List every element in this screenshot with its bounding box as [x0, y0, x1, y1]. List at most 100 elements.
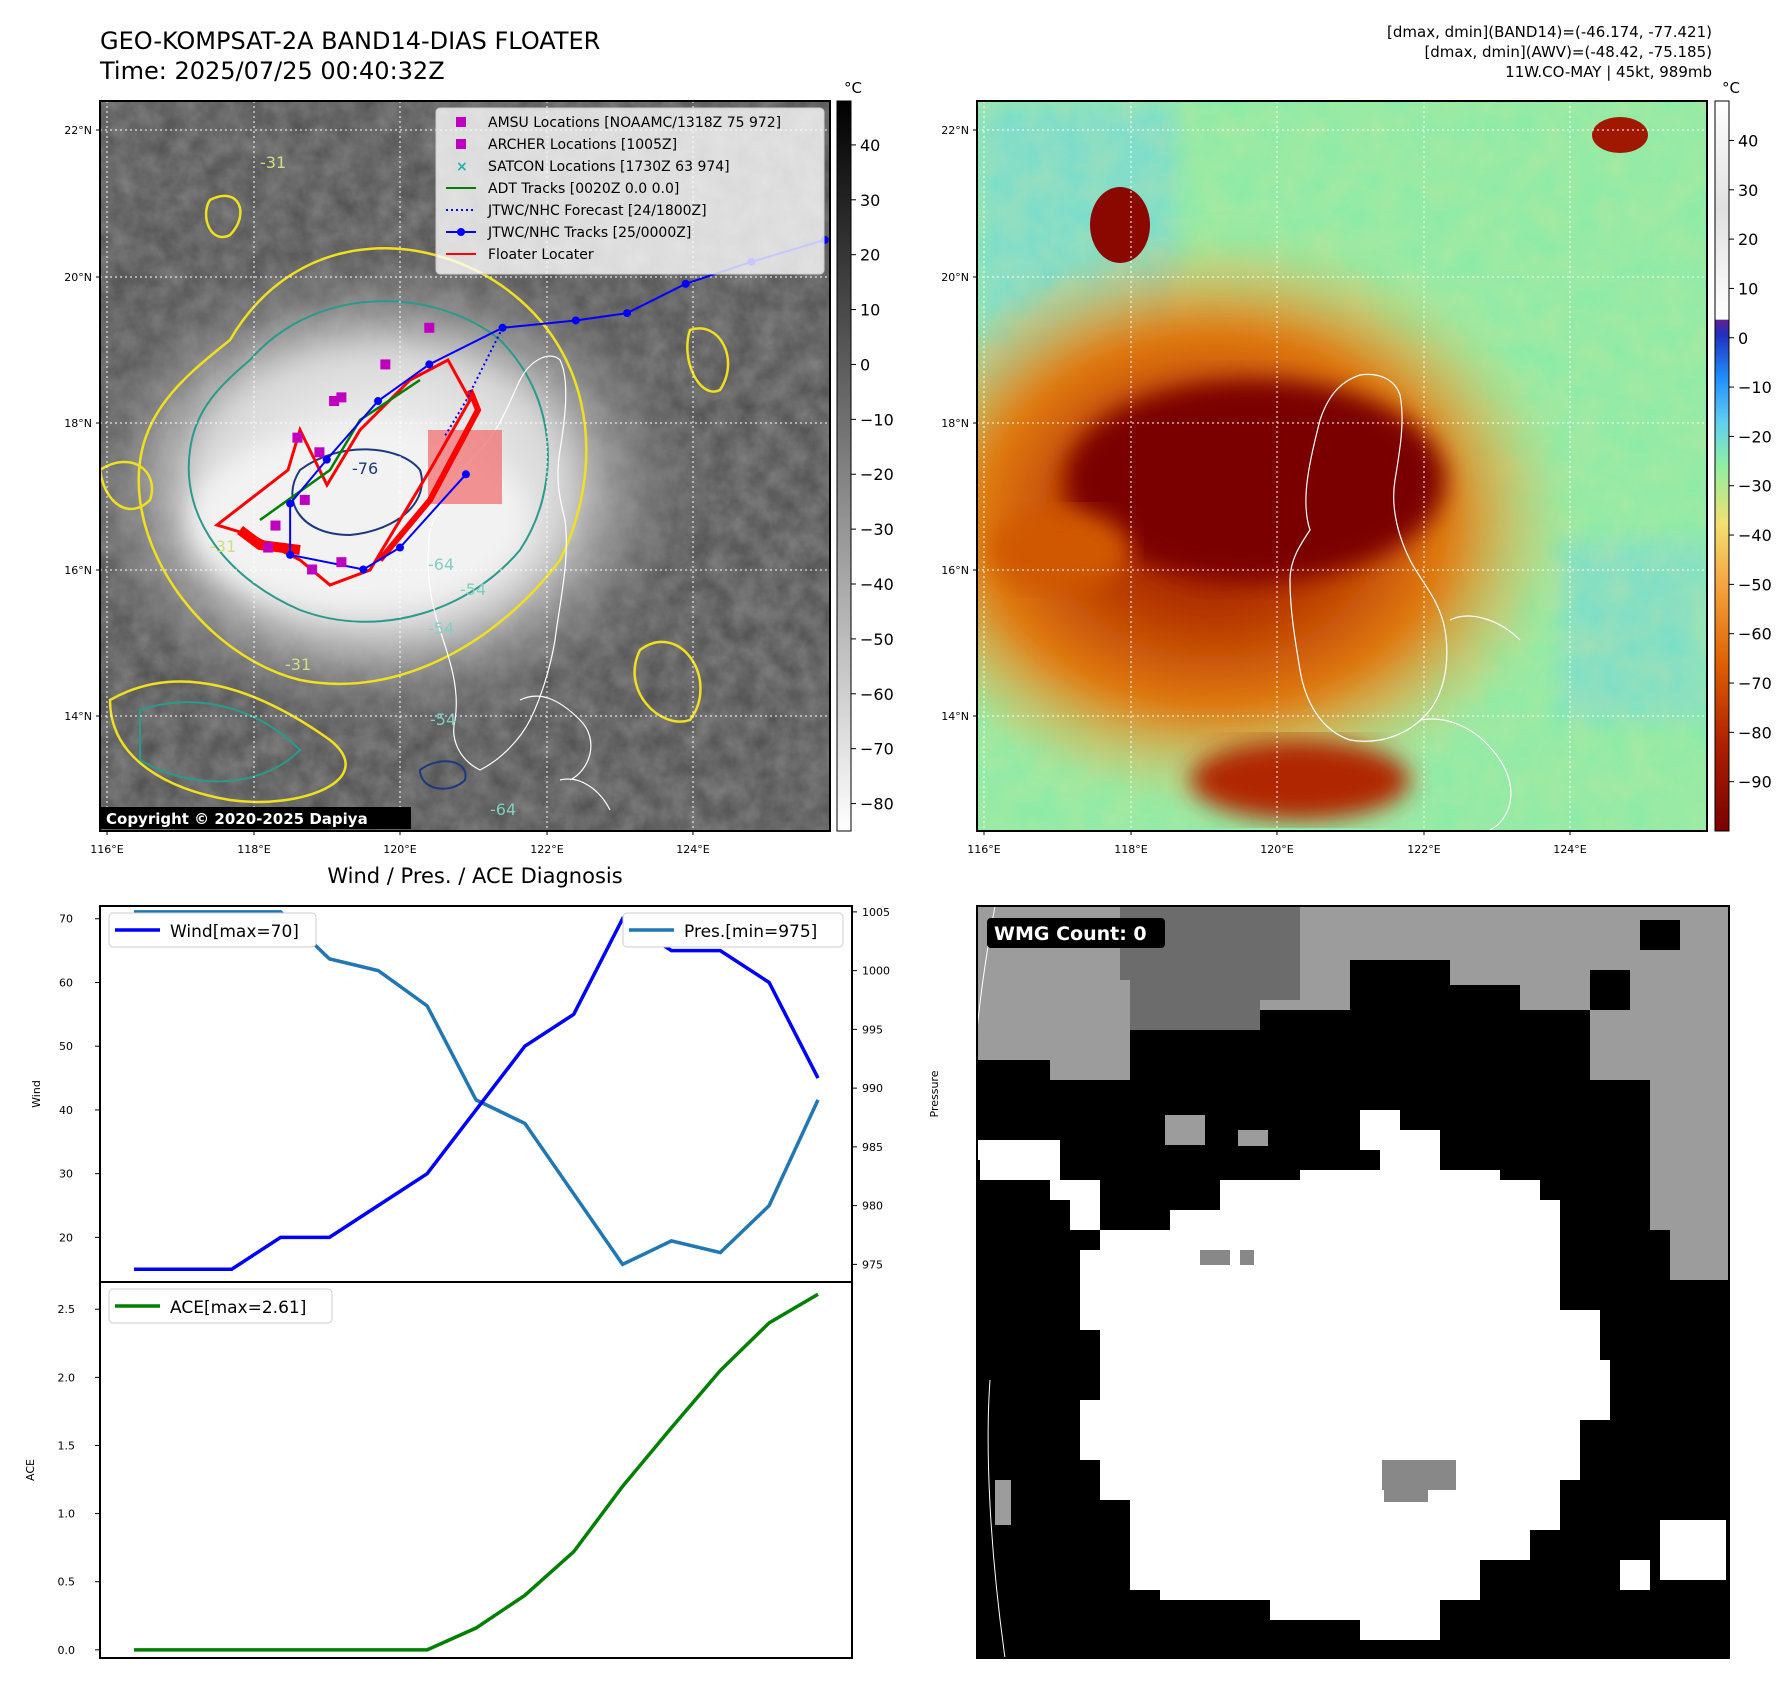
pressure-tick: 980 — [862, 1200, 883, 1213]
jtwc-forecast-line — [443, 327, 504, 439]
amsu-marker — [299, 494, 310, 505]
right-cbar-tick: −10 — [1738, 378, 1772, 397]
wind-tick: 70 — [59, 913, 73, 926]
legend-label: JTWC/NHC Forecast [24/1800Z] — [487, 203, 707, 219]
pressure-tick: 975 — [862, 1258, 883, 1271]
coastline-right — [1289, 373, 1521, 831]
right-cbar-tick: 20 — [1738, 230, 1758, 249]
legend-label: ADT Tracks [0020Z 0.0 0.0] — [488, 181, 679, 197]
wind-tick: 60 — [59, 976, 73, 989]
left-colorbar: °C 40 30 20 10 0 −10 −20 −30 −40 −50 −60 −70 −80 — [836, 79, 894, 832]
contour-label: -54 — [428, 619, 454, 638]
wmg-white-region — [977, 1110, 1610, 1640]
right-gridlines — [977, 101, 1707, 831]
figure-time: Time: 2025/07/25 00:40:32Z — [100, 57, 445, 85]
floater-box — [428, 430, 502, 504]
jtwc-track-point — [425, 360, 434, 369]
left-cbar-tick: 30 — [860, 191, 880, 210]
wmg-cell — [1660, 1520, 1726, 1580]
left-colorbar-unit: °C — [844, 79, 862, 97]
right-cbar-tick: 10 — [1738, 279, 1758, 298]
left-cbar-tick: −10 — [860, 410, 894, 429]
pressure-series-line — [134, 910, 820, 1267]
legend-label: JTWC/NHC Tracks [25/0000Z] — [487, 225, 691, 241]
jtwc-track-point — [571, 316, 580, 325]
wind-tick: 50 — [59, 1040, 73, 1053]
copyright-bg — [101, 807, 411, 829]
left-cbar-tick: 40 — [860, 136, 880, 155]
left-lat-tick: 22°N — [64, 124, 92, 137]
legend-label: AMSU Locations [NOAAMC/1318Z 75 972] — [488, 115, 781, 131]
right-cbar-tick: −90 — [1738, 773, 1772, 792]
wind-axis-label: Wind — [30, 1080, 43, 1108]
wmg-cell — [1590, 970, 1630, 1010]
right-cbar-tick: −60 — [1738, 625, 1772, 644]
right-colorbar: °C 40 30 20 10 0 −10 −20 −30 −40 −50 −60 −70 −80 −90 — [1714, 79, 1772, 832]
wind-pressure-chart: 20 30 40 50 60 70 975 980 985 990 995 1000 1005 Wind… — [30, 905, 941, 1283]
wmg-cell — [1240, 1250, 1254, 1265]
amsu-marker — [380, 359, 391, 370]
wind-legend: Wind[max=70] — [108, 912, 317, 948]
wmg-cell — [1238, 1130, 1268, 1146]
dmax-awv: [dmax, dmin](AWV)=(-48.42, -75.185) — [1424, 43, 1712, 61]
contour-label: -64 — [428, 555, 454, 574]
amsu-markers — [263, 322, 435, 575]
jtwc-track-point — [359, 565, 368, 574]
left-cbar-tick: 0 — [860, 355, 870, 374]
amsu-marker — [424, 322, 435, 333]
ace-legend: ACE[max=2.61] — [108, 1288, 333, 1324]
jtwc-track-point — [461, 470, 470, 479]
right-lon-tick: 120°E — [1260, 843, 1293, 856]
ace-tick: 2.0 — [58, 1371, 76, 1384]
right-lon-tick: 122°E — [1407, 843, 1440, 856]
legend-marker — [457, 228, 465, 236]
amsu-marker — [292, 432, 303, 443]
contour-label: -31 — [285, 655, 311, 674]
pressure-tick: 1005 — [862, 906, 890, 919]
legend-marker: × — [456, 159, 468, 175]
right-cbar-tick: 0 — [1738, 329, 1748, 348]
right-cbar-tick: −30 — [1738, 477, 1772, 496]
contour-label: -54 — [460, 580, 486, 599]
map-legend: AMSU Locations [NOAAMC/1318Z 75 972] ARCH… — [435, 107, 825, 275]
legend-label: SATCON Locations [1730Z 63 974] — [488, 159, 730, 175]
left-cbar-tick: −30 — [860, 520, 894, 539]
figure-title: GEO-KOMPSAT-2A BAND14-DIAS FLOATER — [100, 27, 601, 55]
amsu-marker — [336, 392, 347, 403]
right-lat-tick: 18°N — [941, 417, 969, 430]
pressure-tick: 990 — [862, 1082, 883, 1095]
left-lat-tick: 16°N — [64, 564, 92, 577]
contour-label: -76 — [352, 459, 378, 478]
wind-tick: 30 — [59, 1168, 73, 1181]
jtwc-track-point — [623, 309, 632, 318]
pressure-tick: 985 — [862, 1141, 883, 1154]
jtwc-track-point — [286, 499, 295, 508]
right-lat-tick: 14°N — [941, 710, 969, 723]
left-lon-tick: 120°E — [383, 843, 416, 856]
ace-tick: 0.0 — [58, 1644, 76, 1657]
wind-series-line — [134, 916, 820, 1272]
ace-tick: 2.5 — [58, 1303, 76, 1316]
wmg-cell — [1165, 1115, 1205, 1145]
storm-info: 11W.CO-MAY | 45kt, 989mb — [1505, 63, 1712, 81]
left-lon-tick: 124°E — [676, 843, 709, 856]
wind-tick: 40 — [59, 1104, 73, 1117]
amsu-marker — [270, 520, 281, 531]
left-cbar-tick: −50 — [860, 630, 894, 649]
wmg-count-label: WMG Count: 0 — [994, 923, 1147, 945]
left-lon-tick: 122°E — [530, 843, 563, 856]
legend-marker — [456, 117, 466, 127]
right-lat-tick: 16°N — [941, 564, 969, 577]
left-cbar-tick: 10 — [860, 301, 880, 320]
coastline-left — [427, 355, 611, 811]
left-lat-tick: 20°N — [64, 271, 92, 284]
ace-axis-label: ACE — [24, 1459, 37, 1481]
amsu-marker — [263, 542, 274, 553]
ace-tick: 1.0 — [58, 1508, 76, 1521]
amsu-marker — [314, 447, 325, 458]
right-colorbar-unit: °C — [1722, 79, 1740, 97]
adt-track — [259, 378, 421, 522]
left-cbar-tick: −40 — [860, 575, 894, 594]
ace-legend-label: ACE[max=2.61] — [170, 1298, 306, 1318]
legend-label: Floater Locater — [488, 247, 594, 263]
